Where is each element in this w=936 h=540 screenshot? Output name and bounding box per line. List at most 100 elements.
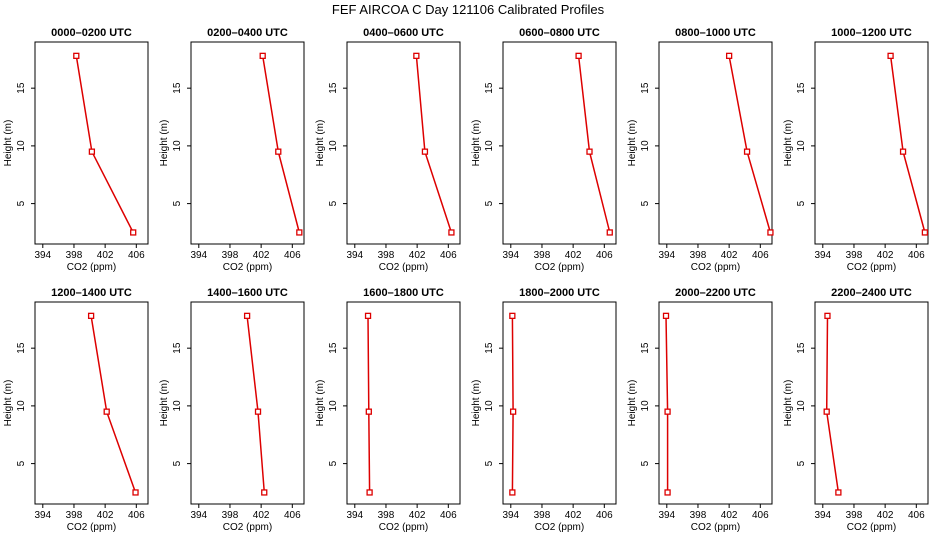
x-axis-label: CO2 (ppm) <box>223 262 272 273</box>
x-axis-label: CO2 (ppm) <box>847 522 896 533</box>
panel-9: 1600–1800 UTC 394 398 402 406 5 10 15 CO2 (ppm) H… <box>315 287 461 533</box>
data-point <box>259 52 266 60</box>
series-line <box>367 315 371 493</box>
y-tick-label: 15 <box>16 342 27 354</box>
x-tick-label: 406 <box>128 510 145 521</box>
y-axis-label: Height (m) <box>627 380 638 427</box>
series-line <box>825 315 840 493</box>
data-point <box>509 408 517 415</box>
figure-title: FEF AIRCOA C Day 121106 Calibrated Profi… <box>332 2 605 17</box>
x-axis-label: CO2 (ppm) <box>847 262 896 273</box>
panel-7: 1200–1400 UTC 394 398 402 406 5 10 15 CO2 (ppm) H… <box>3 287 149 533</box>
panel-3: 0400–0600 UTC 394 398 402 406 5 10 15 CO2 (ppm) H… <box>315 27 461 273</box>
y-tick-label: 10 <box>640 140 651 152</box>
panel-title: 2000–2200 UTC <box>675 287 756 299</box>
x-tick-label: 398 <box>534 510 551 521</box>
x-tick-label: 398 <box>534 250 551 261</box>
x-axis-label: CO2 (ppm) <box>535 522 584 533</box>
panel-8: 1400–1600 UTC 394 398 402 406 5 10 15 CO2 (ppm) H… <box>159 287 305 533</box>
data-point <box>88 148 96 155</box>
data-point <box>275 148 282 155</box>
x-tick-label: 394 <box>34 250 51 261</box>
x-axis-label: CO2 (ppm) <box>691 522 740 533</box>
x-tick-label: 406 <box>596 250 613 261</box>
x-tick-label: 394 <box>34 510 51 521</box>
data-point <box>586 148 593 155</box>
y-tick-label: 5 <box>328 200 339 206</box>
y-tick-label: 10 <box>640 400 651 412</box>
plot-frame <box>34 41 149 245</box>
x-axis-label: CO2 (ppm) <box>379 522 428 533</box>
y-tick-label: 10 <box>484 140 495 152</box>
x-tick-label: 398 <box>690 510 707 521</box>
x-tick-label: 402 <box>97 250 114 261</box>
series-line <box>246 315 266 493</box>
data-point <box>824 312 831 320</box>
x-axis-label: CO2 (ppm) <box>67 262 116 273</box>
series-line <box>665 315 669 493</box>
x-tick-label: 398 <box>378 250 395 261</box>
y-tick-label: 5 <box>172 200 183 206</box>
data-point <box>448 229 455 236</box>
x-tick-label: 406 <box>752 250 769 261</box>
x-tick-label: 394 <box>814 510 831 521</box>
panel-title: 1400–1600 UTC <box>207 287 288 299</box>
data-point <box>664 408 671 415</box>
data-point <box>365 408 372 415</box>
data-point <box>887 52 894 60</box>
data-point <box>243 312 251 320</box>
y-tick-label: 5 <box>484 200 495 206</box>
plot-frame <box>502 301 617 505</box>
y-tick-label: 10 <box>328 140 339 152</box>
data-point <box>743 148 751 155</box>
x-tick-label: 398 <box>222 510 239 521</box>
plot-frame <box>346 301 461 505</box>
y-tick-label: 10 <box>172 400 183 412</box>
y-tick-label: 10 <box>484 400 495 412</box>
data-point <box>296 229 303 236</box>
data-point <box>366 489 373 496</box>
series-line <box>90 315 137 493</box>
y-axis-label: Height (m) <box>3 120 14 167</box>
panel-title: 0200–0400 UTC <box>207 27 288 39</box>
y-axis-label: Height (m) <box>783 380 794 427</box>
y-tick-label: 15 <box>640 82 651 94</box>
y-tick-label: 15 <box>16 82 27 94</box>
x-tick-label: 394 <box>190 250 207 261</box>
x-tick-label: 398 <box>690 250 707 261</box>
data-point <box>606 229 613 236</box>
x-tick-label: 394 <box>346 510 363 521</box>
data-point <box>261 489 268 496</box>
data-point <box>364 312 372 320</box>
y-tick-label: 5 <box>796 200 807 206</box>
data-point <box>575 52 582 60</box>
x-tick-label: 394 <box>658 250 675 261</box>
x-tick-label: 406 <box>440 510 457 521</box>
data-point <box>664 489 671 496</box>
y-tick-label: 10 <box>328 400 339 412</box>
data-point <box>103 408 110 415</box>
x-tick-label: 402 <box>409 510 426 521</box>
plot-frame <box>658 301 773 505</box>
data-point <box>130 229 137 236</box>
panel-title: 0600–0800 UTC <box>519 27 600 39</box>
y-tick-label: 15 <box>328 82 339 94</box>
y-tick-label: 5 <box>328 460 339 466</box>
x-tick-label: 406 <box>284 250 301 261</box>
y-axis-label: Height (m) <box>159 120 170 167</box>
x-tick-label: 406 <box>284 510 301 521</box>
x-tick-label: 406 <box>128 250 145 261</box>
x-tick-label: 398 <box>66 510 83 521</box>
data-point <box>725 52 733 60</box>
panel-grid: 0000–0200 UTC 394 398 402 406 5 10 15 CO2 (ppm) H… <box>3 27 929 533</box>
y-tick-label: 15 <box>484 342 495 354</box>
series-line <box>415 55 453 233</box>
series-line <box>75 55 134 233</box>
x-tick-label: 398 <box>846 510 863 521</box>
data-point <box>921 229 929 236</box>
plot-frame <box>346 41 461 245</box>
data-point <box>662 312 670 320</box>
panel-10: 1800–2000 UTC 394 398 402 406 5 10 15 CO2 (ppm) H… <box>471 287 617 533</box>
panel-title: 1800–2000 UTC <box>519 287 600 299</box>
data-point <box>132 489 139 496</box>
